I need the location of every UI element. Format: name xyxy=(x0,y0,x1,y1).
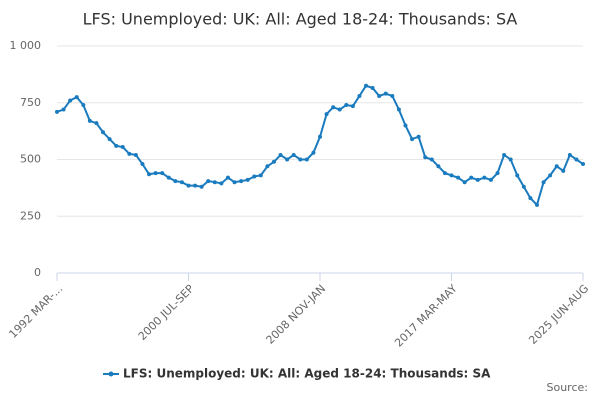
point xyxy=(423,155,428,160)
point xyxy=(120,145,125,150)
point xyxy=(55,109,59,114)
point xyxy=(285,157,290,162)
point xyxy=(74,95,79,100)
point xyxy=(390,93,395,98)
point xyxy=(344,103,349,108)
point xyxy=(87,118,92,123)
x-tick-label: 2000 JUL-SEP xyxy=(136,282,197,343)
y-tick-label: 0 xyxy=(34,266,41,279)
point xyxy=(318,134,322,139)
point xyxy=(456,175,461,180)
point xyxy=(574,157,579,162)
point xyxy=(258,173,263,178)
point xyxy=(436,164,441,169)
point xyxy=(219,181,224,186)
point xyxy=(561,168,566,173)
y-tick-label: 750 xyxy=(20,96,41,109)
point xyxy=(252,174,257,179)
point xyxy=(206,179,211,184)
point xyxy=(173,179,178,184)
point xyxy=(416,134,421,139)
point xyxy=(364,83,369,88)
point xyxy=(442,171,447,176)
chart-title: LFS: Unemployed: UK: All: Aged 18-24: Th… xyxy=(83,10,518,29)
point xyxy=(521,184,526,189)
point xyxy=(337,107,342,112)
source: Source: xyxy=(547,381,589,394)
point xyxy=(81,103,86,108)
point xyxy=(114,143,119,148)
point xyxy=(350,104,355,109)
point xyxy=(153,171,158,176)
x-tick-label: 1992 MAR-... xyxy=(6,282,65,341)
point xyxy=(68,98,73,103)
y-tick-label: 250 xyxy=(20,209,41,222)
point xyxy=(482,175,487,180)
point xyxy=(495,171,500,176)
point xyxy=(278,152,283,157)
point xyxy=(357,93,362,98)
point xyxy=(179,180,184,185)
point xyxy=(94,121,99,126)
point xyxy=(541,180,546,185)
point xyxy=(107,137,112,142)
point xyxy=(225,175,230,180)
x-tick-label: 2008 NOV-JAN xyxy=(264,282,329,347)
legend-swatch xyxy=(108,371,114,377)
point xyxy=(396,107,401,112)
point xyxy=(449,173,454,178)
point xyxy=(324,112,329,117)
point xyxy=(101,130,106,135)
point xyxy=(193,183,198,188)
point xyxy=(331,105,336,110)
point xyxy=(581,162,585,167)
point xyxy=(377,93,382,98)
legend-label: LFS: Unemployed: UK: All: Aged 18-24: Th… xyxy=(123,367,491,381)
point xyxy=(212,180,217,185)
point xyxy=(403,123,408,128)
point xyxy=(462,180,467,185)
point xyxy=(61,107,66,112)
point xyxy=(383,91,388,96)
point xyxy=(554,164,559,169)
point xyxy=(515,173,520,178)
point xyxy=(567,152,572,157)
point xyxy=(488,177,493,182)
point xyxy=(147,172,152,177)
point xyxy=(311,150,316,155)
point xyxy=(291,152,296,157)
point xyxy=(133,152,138,157)
point xyxy=(199,184,204,189)
point xyxy=(160,171,165,176)
point xyxy=(140,162,145,167)
point xyxy=(186,183,191,188)
y-tick-label: 500 xyxy=(20,153,41,166)
point xyxy=(232,180,237,185)
point xyxy=(245,177,250,182)
point xyxy=(304,157,309,162)
point xyxy=(298,157,303,162)
point xyxy=(271,159,276,164)
y-tick-label: 1 000 xyxy=(10,39,42,52)
point xyxy=(508,157,513,162)
point xyxy=(239,179,244,184)
point xyxy=(475,177,480,182)
series-line xyxy=(56,84,584,207)
point xyxy=(127,151,132,156)
x-tick-label: 2017 MAR-MAY xyxy=(392,282,460,350)
point xyxy=(534,202,539,207)
point xyxy=(469,175,474,180)
point xyxy=(166,175,171,180)
point xyxy=(410,137,415,142)
point xyxy=(429,157,434,162)
point xyxy=(265,164,270,169)
point xyxy=(528,196,533,201)
x-tick-label: 2025 JUN-AUG xyxy=(526,282,591,347)
point xyxy=(370,85,375,90)
point xyxy=(548,173,553,178)
point xyxy=(502,152,507,157)
